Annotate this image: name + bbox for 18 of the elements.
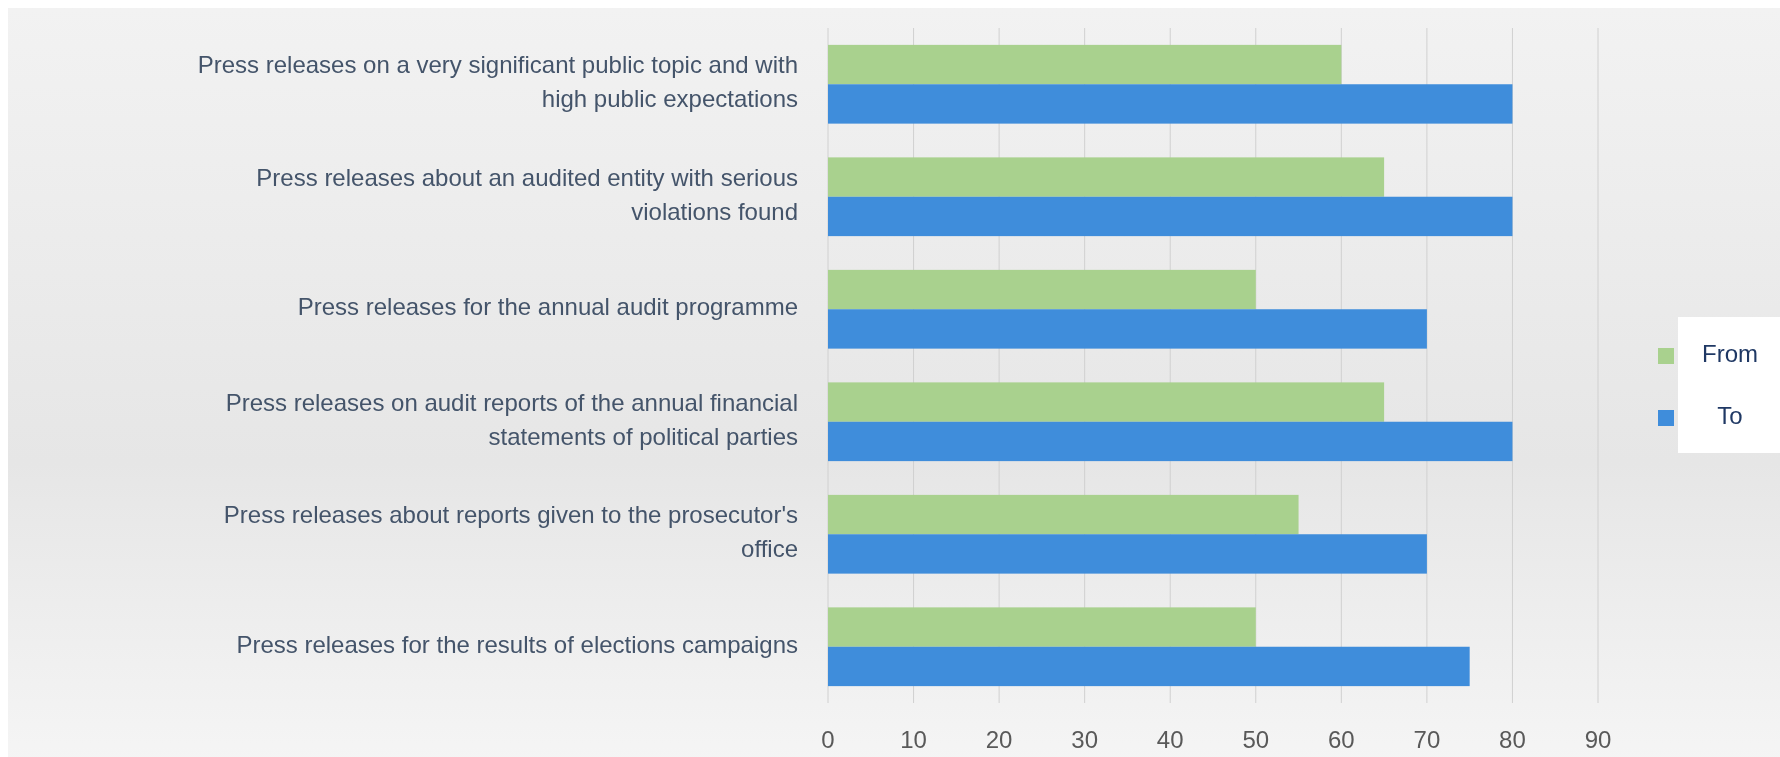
x-tick-label: 0 xyxy=(821,726,835,753)
y-tick-label: Press releases about reports given to the prosecutor's office xyxy=(223,501,798,563)
x-tick-label: 50 xyxy=(1242,726,1270,753)
y-tick-label: Press releases on a very significant public topic and with high public expectations xyxy=(197,51,798,113)
x-tick-label: 60 xyxy=(1327,726,1355,753)
x-tick-label: 90 xyxy=(1584,726,1612,753)
legend-label: To xyxy=(1717,402,1743,430)
x-tick-label: 70 xyxy=(1413,726,1441,753)
y-tick-label: Press releases for the results of elections campaigns xyxy=(236,631,798,659)
x-tick-label: 80 xyxy=(1499,726,1526,753)
x-tick-label: 20 xyxy=(985,726,1013,753)
x-tick-label: 40 xyxy=(1156,726,1184,753)
legend-label: From xyxy=(1702,340,1758,368)
y-tick-label: Press releases about an audited entity with serious violations found xyxy=(256,164,798,226)
x-tick-label: 10 xyxy=(900,726,927,753)
y-tick-label: Press releases for the annual audit programme xyxy=(297,293,798,321)
x-tick-label: 30 xyxy=(1071,726,1099,753)
y-tick-label: Press releases on audit reports of the annual financial statements of political parties xyxy=(225,389,798,451)
